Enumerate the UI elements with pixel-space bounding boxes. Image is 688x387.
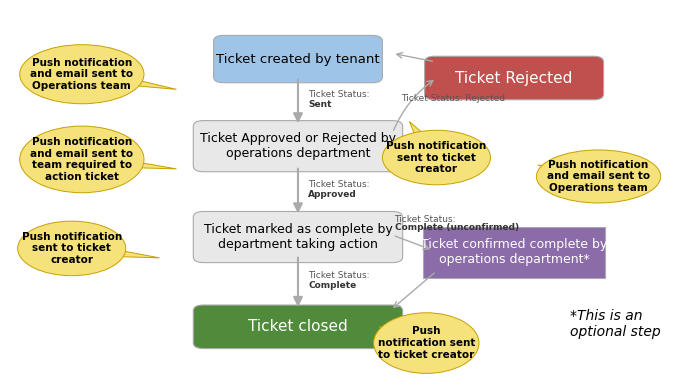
- Text: Push notification
sent to ticket
creator: Push notification sent to ticket creator: [21, 232, 122, 265]
- Ellipse shape: [20, 126, 144, 193]
- Polygon shape: [379, 327, 433, 349]
- Polygon shape: [69, 242, 160, 258]
- FancyBboxPatch shape: [193, 121, 402, 172]
- Polygon shape: [538, 165, 603, 183]
- Text: Ticket Status:: Ticket Status:: [394, 215, 456, 224]
- Text: Ticket Approved or Rejected by
operations department: Ticket Approved or Rejected by operation…: [200, 132, 396, 160]
- Text: Push notification
and email sent to
Operations team: Push notification and email sent to Oper…: [30, 58, 133, 91]
- Ellipse shape: [374, 313, 479, 373]
- Ellipse shape: [18, 221, 126, 276]
- Text: Ticket confirmed complete by
operations department*: Ticket confirmed complete by operations …: [421, 238, 608, 266]
- Text: Ticket Status:: Ticket Status:: [308, 271, 369, 280]
- FancyBboxPatch shape: [424, 56, 603, 100]
- Text: Ticket Status: Rejected: Ticket Status: Rejected: [401, 94, 506, 103]
- Text: Push notification
and email sent to
Operations team: Push notification and email sent to Oper…: [547, 160, 650, 193]
- Text: Ticket created by tenant: Ticket created by tenant: [216, 53, 380, 65]
- Text: Ticket Status:: Ticket Status:: [308, 90, 369, 99]
- Text: Push
notification sent
to ticket creator: Push notification sent to ticket creator: [378, 327, 475, 360]
- Text: Complete: Complete: [308, 281, 356, 290]
- Text: Ticket Status:: Ticket Status:: [308, 180, 369, 189]
- FancyBboxPatch shape: [193, 305, 402, 349]
- Polygon shape: [78, 68, 176, 89]
- Text: Push notification
and email sent to
team required to
action ticket: Push notification and email sent to team…: [30, 137, 133, 182]
- Text: Ticket Rejected: Ticket Rejected: [455, 70, 573, 86]
- Text: Complete (unconfirmed): Complete (unconfirmed): [394, 223, 519, 232]
- Text: Approved: Approved: [308, 190, 357, 199]
- Ellipse shape: [537, 150, 660, 203]
- Polygon shape: [80, 153, 176, 169]
- Ellipse shape: [383, 130, 491, 185]
- Text: Ticket marked as complete by
department taking action: Ticket marked as complete by department …: [204, 223, 392, 251]
- Polygon shape: [409, 122, 448, 160]
- Text: *This is an
optional step: *This is an optional step: [570, 309, 660, 339]
- Ellipse shape: [20, 45, 144, 104]
- FancyBboxPatch shape: [193, 211, 402, 263]
- Text: Sent: Sent: [308, 100, 332, 109]
- Text: Push notification
sent to ticket
creator: Push notification sent to ticket creator: [386, 141, 486, 174]
- Text: Ticket closed: Ticket closed: [248, 319, 348, 334]
- FancyBboxPatch shape: [423, 227, 605, 278]
- FancyBboxPatch shape: [213, 35, 383, 83]
